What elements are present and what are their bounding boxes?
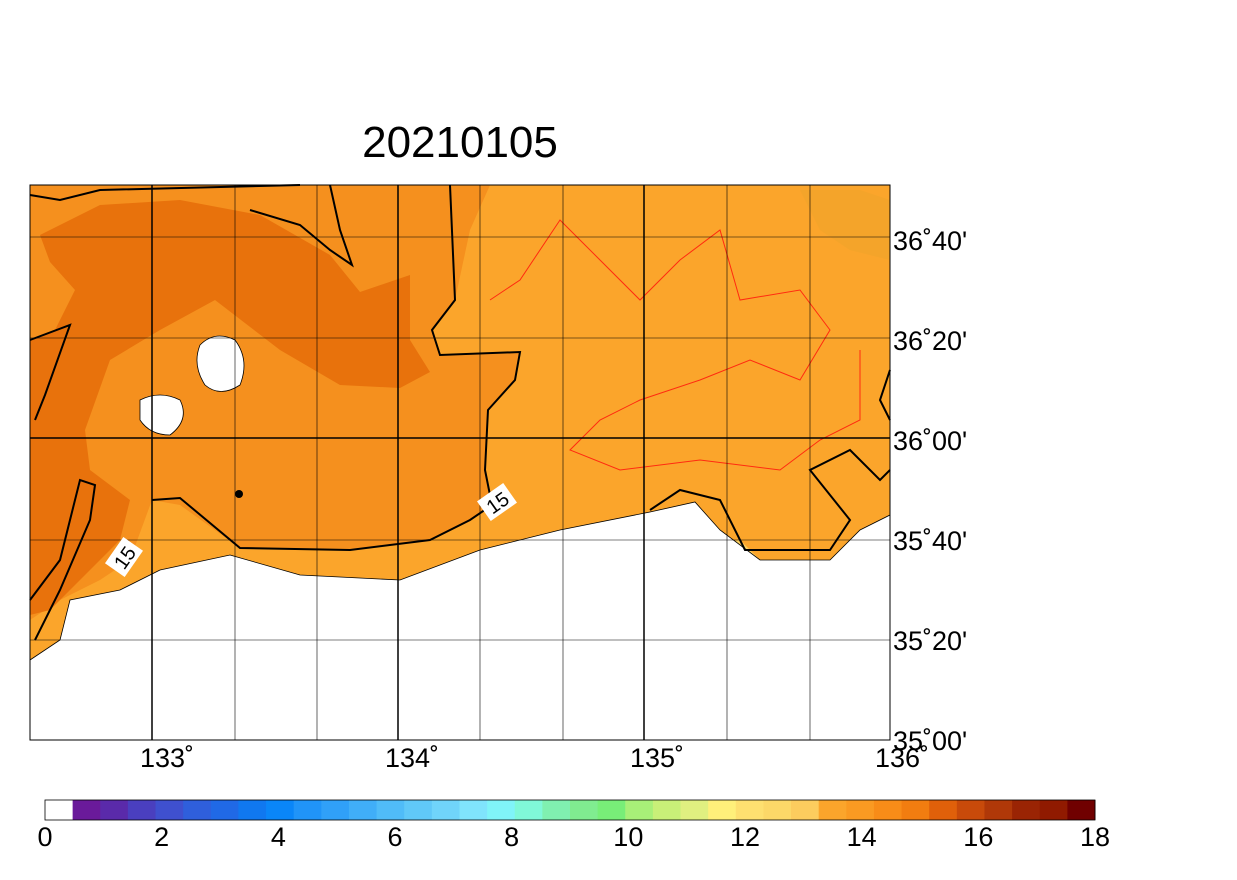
colorbar-cell [45,800,74,820]
island [196,335,245,392]
colorbar-cell [210,800,239,820]
contour [29,323,97,641]
colorbar-cell [873,800,903,820]
lon-label: 135˚ [630,743,684,773]
colorbar-cell [238,800,267,820]
colorbar-cell [266,800,295,820]
colorbar-cell [652,800,682,820]
colorbar-cell [846,800,875,820]
colorbar-tick-label: 18 [1080,822,1110,852]
colorbar-tick-label: 14 [847,822,877,852]
colorbar-tick-label: 8 [504,822,519,852]
lon-label: 133˚ [140,743,194,773]
colorbar-cell [348,800,378,820]
contour-red [489,219,861,471]
colorbar: 0 2 4 6 8 10 12 14 16 18 [37,799,1110,852]
colorbar-cell [459,800,488,820]
colorbar-cell [1039,800,1068,820]
colorbar-cell [542,800,571,820]
colorbar-cell [929,800,958,820]
lat-label: 35˚00' [893,726,967,756]
colorbar-cell [984,800,1013,820]
lat-label: 36˚40' [893,226,967,256]
colorbar-tick-label: 12 [730,822,760,852]
lon-label: 134˚ [385,743,439,773]
colorbar-cell [956,800,985,820]
colorbar-cell [72,800,101,820]
colorbar-cell [514,800,543,820]
colorbar-cell [625,800,654,820]
colorbar-cell [735,800,764,820]
colorbar-cell [570,800,599,820]
colorbar-cell [680,800,709,820]
colorbar-cell [791,800,820,820]
station [235,490,243,498]
colorbar-cell [597,800,626,820]
colorbar-cell [818,800,847,820]
colorbar-cell [155,800,184,820]
contour [29,184,354,268]
colorbar-cell [100,800,129,820]
lon-label: 136˚ [875,743,929,773]
lat-label: 35˚40' [893,526,967,556]
colorbar-cell [293,800,322,820]
colorbar-cell [487,800,516,820]
colorbar-cell [1012,800,1041,820]
colorbar-frame [44,799,1096,821]
lat-label: 36˚20' [893,326,967,356]
contour [151,184,522,552]
sst-dark [30,200,430,615]
colorbar-cell [708,800,737,820]
colorbar-cell [404,800,433,820]
colorbar-tick-label: 0 [37,822,52,852]
colorbar-tick-label: 2 [154,822,169,852]
colorbar-cell [321,800,350,820]
colorbar-cell [901,800,930,820]
lat-label: 36˚00' [893,426,967,456]
map: 15 15 [29,184,891,741]
land [29,501,891,741]
contour [649,369,891,551]
colorbar-cell [1067,800,1096,820]
sst-dark-east [800,190,890,260]
colorbar-cell [183,800,212,820]
colorbar-cell [376,800,405,820]
title: 20210105 [362,118,558,167]
graticule [30,185,890,740]
map-frame [29,184,891,741]
colorbar-tick-label: 6 [387,822,402,852]
colorbar-cell [763,800,792,820]
island [139,394,184,436]
axis-labels: 133˚ 134˚ 135˚ 136˚35˚00' 35˚20' 35˚40' 36˚00'… [140,226,967,773]
colorbar-cell [431,800,460,820]
colorbar-tick-label: 10 [613,822,643,852]
colorbar-tick-label: 4 [271,822,286,852]
colorbar-tick-label: 16 [963,822,993,852]
lat-label: 35˚20' [893,626,967,656]
colorbar-cell [127,800,157,820]
